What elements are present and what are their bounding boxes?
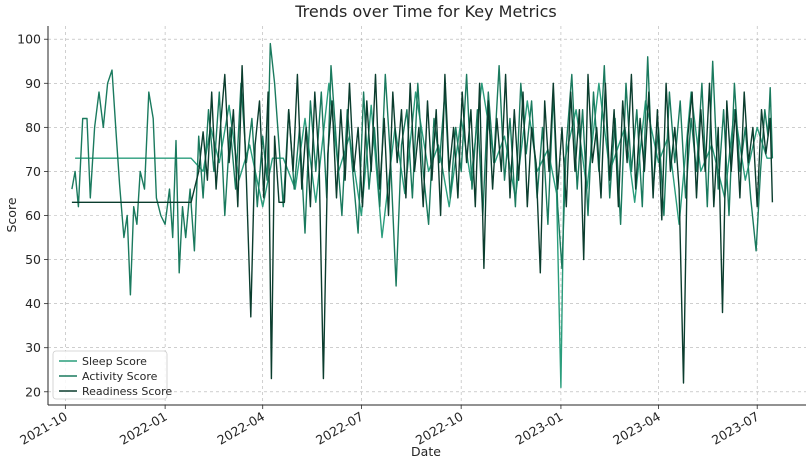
y-tick-label: 40 <box>25 296 41 311</box>
chart-title: Trends over Time for Key Metrics <box>294 2 556 21</box>
series-line-3 <box>71 64 774 384</box>
y-tick-label: 100 <box>17 32 41 47</box>
legend: Sleep Score Activity Score Readiness Score <box>52 350 172 400</box>
series-layer <box>71 42 774 389</box>
grid-lines <box>48 26 806 405</box>
legend-label: Readiness Score <box>82 385 172 398</box>
y-tick-label: 30 <box>25 340 41 355</box>
legend-label: Sleep Score <box>82 355 147 368</box>
legend-box <box>52 350 168 400</box>
y-axis-ticks: 20 30 40 50 60 70 80 90 100 <box>17 32 48 399</box>
x-axis-label: Date <box>411 444 441 459</box>
legend-label: Activity Score <box>82 370 158 383</box>
y-tick-label: 50 <box>25 252 41 267</box>
y-tick-label: 60 <box>25 208 41 223</box>
y-tick-label: 70 <box>25 164 41 179</box>
y-tick-label: 90 <box>25 76 41 91</box>
y-axis-label: Score <box>4 197 19 232</box>
y-tick-label: 20 <box>25 384 41 399</box>
y-tick-label: 80 <box>25 120 41 135</box>
